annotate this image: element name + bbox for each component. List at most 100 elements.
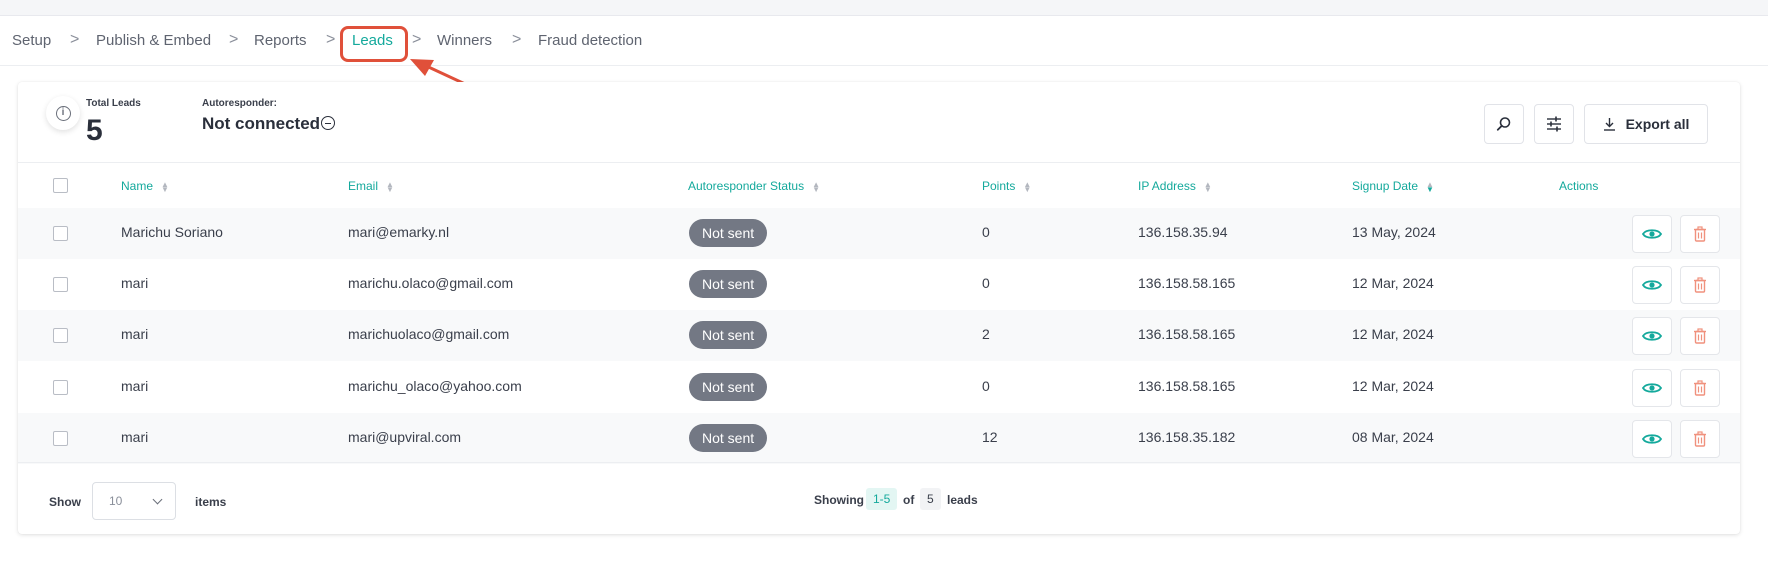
status-badge: Not sent [689, 219, 768, 247]
column-ip-address[interactable]: IP Address ▲ ▼ [1138, 179, 1212, 194]
total-leads-label: Total Leads [86, 98, 141, 109]
sort-icon: ▲ ▼ [386, 179, 394, 194]
view-lead-button[interactable] [1632, 317, 1672, 356]
sort-icon: ▲ ▼ [1023, 179, 1032, 194]
info-icon[interactable]: i [46, 96, 80, 130]
trash-icon [1694, 379, 1706, 396]
column-name[interactable]: Name ▲ ▼ [121, 179, 169, 194]
autoresponder-status: Not connected [202, 114, 336, 134]
breadcrumb-separator: > [326, 31, 336, 48]
lead-email: marichu.olaco@gmail.com [348, 275, 514, 292]
leads-card: i Total Leads 5 Autoresponder: Not conne… [18, 82, 1740, 534]
lead-points: 12 [982, 428, 998, 445]
lead-ip: 136.158.35.182 [1138, 428, 1236, 445]
sort-icon: ▲ ▼ [1203, 179, 1212, 194]
lead-ip: 136.158.58.165 [1138, 275, 1236, 292]
download-icon [1603, 118, 1615, 131]
trash-icon [1694, 226, 1706, 242]
breadcrumb-separator: > [512, 31, 522, 48]
eye-icon [1642, 280, 1662, 290]
page-size-select[interactable]: 10 [92, 482, 176, 520]
status-badge: Not sent [689, 270, 768, 299]
eye-icon [1642, 434, 1662, 444]
trash-icon [1694, 328, 1706, 345]
filter-button[interactable] [1534, 104, 1574, 144]
total-leads-value: 5 [86, 114, 103, 147]
view-lead-button[interactable] [1632, 266, 1672, 305]
column-actions: Actions [1559, 179, 1599, 193]
table-footer: Show 10 items Showing 1-5 of 5 leads [18, 462, 1740, 534]
select-all-checkbox[interactable] [53, 178, 68, 193]
showing-range: 1-5 [866, 488, 898, 510]
breadcrumb-leads[interactable]: Leads [352, 32, 393, 49]
delete-lead-button[interactable] [1680, 317, 1720, 356]
column-points[interactable]: Points ▲ ▼ [982, 179, 1032, 194]
delete-lead-button[interactable] [1680, 215, 1720, 253]
delete-lead-button[interactable] [1680, 419, 1720, 458]
table-row: Marichu Soriano mari@emarky.nl Not sent 0 13… [18, 208, 1740, 259]
breadcrumb-fraud-detection[interactable]: Fraud detection [538, 32, 643, 49]
view-lead-button[interactable] [1632, 215, 1672, 253]
breadcrumb-setup[interactable]: Setup [12, 32, 52, 49]
table-row: mari marichu.olaco@gmail.com Not sent 0 136.… [18, 259, 1740, 310]
sort-icon: ▲ ▼ [1426, 179, 1434, 194]
leads-label: leads [947, 493, 978, 507]
view-lead-button[interactable] [1632, 368, 1672, 407]
lead-signup-date: 08 Mar, 2024 [1352, 428, 1434, 445]
delete-lead-button[interactable] [1680, 266, 1720, 305]
status-badge: Not sent [689, 372, 768, 401]
export-all-button[interactable]: Export all [1584, 104, 1708, 144]
eye-icon [1642, 331, 1662, 342]
table-header: Name ▲ ▼ Email ▲ ▼ Autoresponder Status ▲ ▼ Po… [18, 162, 1740, 208]
table-row: mari mari@upviral.com Not sent 12 136.158.35… [18, 412, 1740, 464]
status-badge: Not sent [689, 423, 768, 452]
row-checkbox[interactable] [53, 328, 68, 344]
column-autoresponder-status[interactable]: Autoresponder Status ▲ ▼ [688, 179, 820, 194]
breadcrumb-reports[interactable]: Reports [254, 32, 307, 49]
column-email[interactable]: Email ▲ ▼ [348, 179, 394, 194]
lead-points: 2 [982, 326, 990, 343]
top-strip [0, 0, 1768, 16]
lead-signup-date: 12 Mar, 2024 [1352, 326, 1434, 343]
chevron-down-icon [152, 494, 163, 505]
lead-points: 0 [982, 224, 990, 240]
lead-ip: 136.158.35.94 [1138, 224, 1228, 240]
breadcrumb-separator: > [412, 31, 422, 48]
row-checkbox[interactable] [53, 379, 68, 395]
breadcrumb-separator: > [70, 31, 80, 48]
autoresponder-label: Autoresponder: [202, 98, 277, 109]
lead-signup-date: 12 Mar, 2024 [1352, 377, 1434, 394]
showing-label: Showing [814, 493, 864, 507]
lead-email: marichuolaco@gmail.com [348, 326, 510, 343]
lead-name: mari [121, 326, 149, 343]
lead-points: 0 [982, 377, 990, 394]
annotation-highlight-box [340, 26, 408, 62]
lead-signup-date: 12 Mar, 2024 [1352, 275, 1434, 292]
total-count: 5 [920, 488, 941, 510]
status-badge: Not sent [689, 321, 768, 350]
table-row: mari marichuolaco@gmail.com Not sent 2 136.1… [18, 310, 1740, 362]
delete-lead-button[interactable] [1680, 368, 1720, 407]
breadcrumb: Setup > Publish & Embed > Reports > Lead… [0, 16, 1768, 66]
lead-ip: 136.158.58.165 [1138, 377, 1236, 394]
breadcrumb-winners[interactable]: Winners [437, 32, 493, 49]
search-icon [1496, 117, 1511, 131]
minus-circle-icon[interactable] [321, 116, 336, 130]
page-size-value: 10 [109, 494, 123, 508]
search-button[interactable] [1484, 104, 1524, 144]
export-all-label: Export all [1625, 116, 1690, 132]
column-signup-date[interactable]: Signup Date ▲ ▼ [1352, 179, 1434, 194]
sliders-icon [1547, 116, 1561, 132]
row-checkbox[interactable] [53, 277, 68, 293]
autoresponder-value: Not connected [202, 114, 321, 133]
lead-name: mari [121, 275, 149, 292]
view-lead-button[interactable] [1632, 419, 1672, 458]
row-checkbox[interactable] [53, 430, 68, 446]
lead-name: mari [121, 428, 149, 445]
lead-points: 0 [982, 275, 990, 292]
breadcrumb-publish-embed[interactable]: Publish & Embed [96, 32, 212, 49]
sort-icon: ▲ ▼ [161, 179, 169, 194]
row-checkbox[interactable] [53, 226, 68, 241]
lead-ip: 136.158.58.165 [1138, 326, 1236, 343]
lead-email: marichu_olaco@yahoo.com [348, 377, 522, 394]
